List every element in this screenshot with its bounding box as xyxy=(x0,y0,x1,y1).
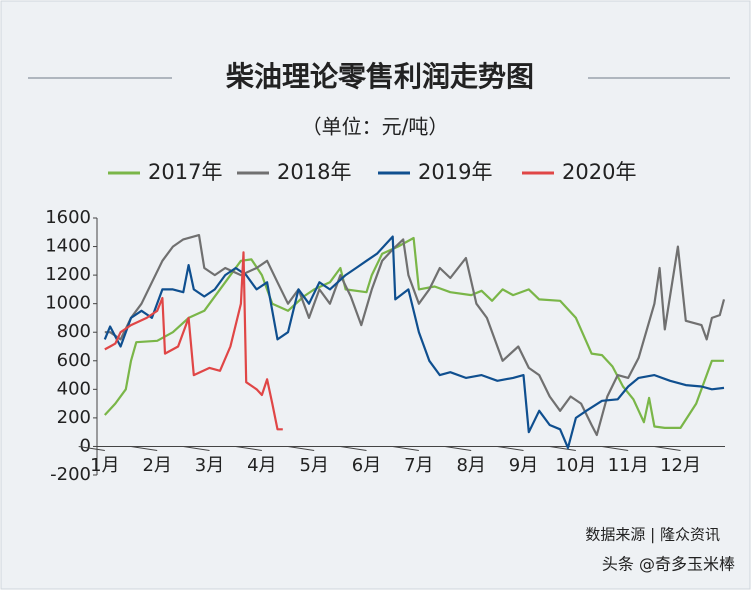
y-tick-label: 800 xyxy=(57,321,91,342)
series-line xyxy=(104,234,726,437)
legend-label: 2017年 xyxy=(148,160,222,184)
x-tick-label: 8月 xyxy=(456,455,485,476)
x-tick-label: 6月 xyxy=(352,455,381,476)
y-tick-label: 400 xyxy=(57,378,91,399)
x-tick-label: 1月 xyxy=(90,455,119,476)
series-line xyxy=(104,251,283,431)
x-tick xyxy=(497,445,524,451)
x-tick xyxy=(601,445,629,451)
legend-label: 2020年 xyxy=(562,160,636,184)
y-tick-label: 1200 xyxy=(45,264,91,285)
x-tick xyxy=(78,445,105,451)
x-tick xyxy=(444,445,472,451)
x-tick-label: 2月 xyxy=(142,455,171,476)
legend-label: 2019年 xyxy=(418,160,492,184)
chart-subtitle: （单位：元/吨） xyxy=(302,115,449,139)
x-tick-label: 3月 xyxy=(195,455,224,476)
x-tick xyxy=(235,445,262,451)
x-tick xyxy=(392,445,419,451)
legend-label: 2018年 xyxy=(277,160,351,184)
y-tick-label: 0 xyxy=(80,435,91,456)
x-tick-label: 7月 xyxy=(404,455,433,476)
x-tick-label: 4月 xyxy=(247,455,276,476)
y-tick-label: 600 xyxy=(57,350,91,371)
x-tick xyxy=(549,445,576,451)
source: 数据来源 | 隆众资讯 xyxy=(585,526,720,544)
x-tick-label: 9月 xyxy=(509,455,538,476)
watermark: 头条 @奇多玉米棒 xyxy=(602,555,735,574)
x-tick xyxy=(183,445,210,451)
chart-title: 柴油理论零售利润走势图 xyxy=(226,60,534,93)
y-tick-label: -200 xyxy=(50,464,91,485)
x-tick-label: 10月 xyxy=(555,455,596,476)
y-tick-label: 200 xyxy=(57,407,91,428)
series-line xyxy=(103,235,725,449)
y-tick-label: 1600 xyxy=(45,207,91,228)
x-tick xyxy=(654,445,681,451)
y-tick-label: 1400 xyxy=(45,236,91,257)
x-tick xyxy=(340,445,367,451)
x-tick-label: 12月 xyxy=(660,455,701,476)
y-tick-label: 1000 xyxy=(45,293,91,314)
x-tick-label: 11月 xyxy=(608,455,649,476)
x-tick xyxy=(287,445,315,451)
x-tick-label: 5月 xyxy=(299,455,328,476)
series-line xyxy=(103,236,724,429)
x-tick xyxy=(130,445,158,451)
